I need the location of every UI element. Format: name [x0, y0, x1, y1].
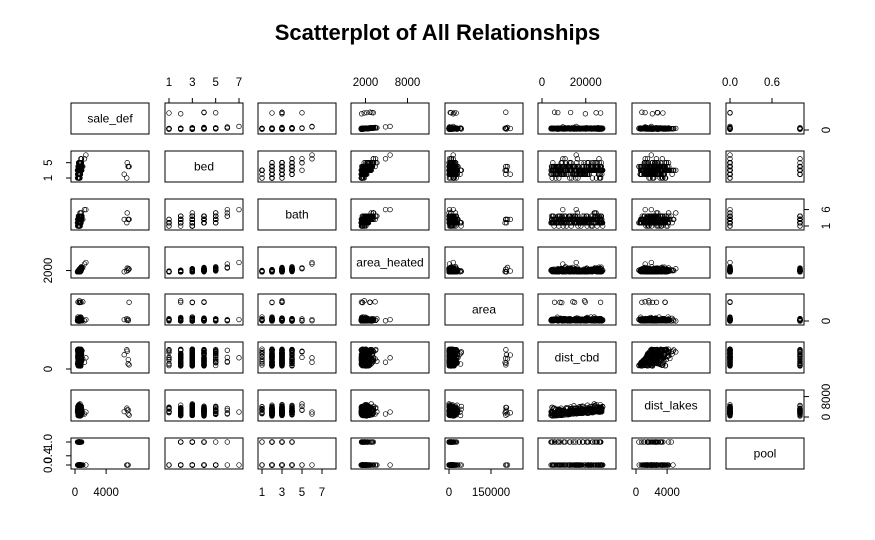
- panel-sale_def-vs-bed: [164, 102, 244, 135]
- panel-bath-vs-sale_def: [70, 198, 150, 231]
- data-point: [224, 125, 230, 131]
- variable-label-bath: bath: [285, 208, 308, 222]
- panel-sale_def-vs-sale_def: sale_def: [70, 102, 150, 135]
- data-point: [660, 110, 666, 116]
- panel-bed-vs-sale_def: [70, 150, 150, 183]
- data-point: [166, 125, 172, 132]
- data-point: [213, 125, 219, 131]
- data-point: [382, 206, 389, 213]
- data-point: [201, 126, 207, 132]
- data-point: [507, 171, 513, 177]
- panel-bed-vs-bath: [257, 150, 337, 183]
- data-point: [387, 152, 393, 158]
- data-point: [648, 152, 654, 158]
- data-point: [236, 206, 242, 213]
- panel-bed-vs-dist_cbd: [537, 150, 617, 183]
- data-point: [503, 109, 509, 115]
- data-point: [279, 109, 285, 115]
- data-point: [121, 171, 127, 177]
- panel-bed-vs-area: [444, 150, 524, 183]
- panel-bed-vs-bed: bed: [164, 150, 244, 183]
- data-point: [213, 213, 219, 219]
- panel-sale_def-vs-area_heated: [350, 102, 430, 135]
- data-point: [551, 109, 558, 115]
- data-point: [166, 220, 172, 226]
- data-point: [382, 156, 389, 162]
- data-point: [201, 109, 207, 115]
- data-point: [299, 167, 305, 173]
- data-point: [224, 210, 230, 216]
- panel-bath-vs-area_heated: [350, 198, 430, 231]
- data-point: [299, 125, 305, 131]
- chart-title: Scatterplot of All Relationships: [274, 20, 601, 45]
- data-point: [387, 206, 393, 213]
- panel-sale_def-vs-area: [444, 102, 524, 135]
- data-point: [236, 123, 242, 130]
- data-point: [309, 124, 315, 130]
- panel-sale_def-vs-dist_lakes: [631, 102, 711, 135]
- data-point: [382, 124, 389, 130]
- data-point: [189, 213, 195, 219]
- data-point: [593, 110, 599, 116]
- data-point: [166, 110, 172, 116]
- panel-sale_def-vs-pool: [725, 102, 805, 135]
- data-point: [124, 210, 130, 216]
- data-point: [189, 220, 195, 226]
- data-point: [269, 110, 275, 116]
- panel-bed-vs-pool: [725, 150, 805, 183]
- data-point: [567, 109, 574, 116]
- variable-label-bed: bed: [194, 160, 214, 174]
- data-point: [201, 220, 207, 226]
- data-point: [178, 125, 184, 132]
- data-point: [649, 111, 656, 117]
- data-point: [358, 111, 365, 117]
- data-point: [597, 110, 604, 116]
- data-point: [387, 123, 393, 130]
- panel-bed-vs-dist_lakes: [631, 150, 711, 183]
- data-point: [178, 111, 184, 117]
- data-point: [639, 109, 645, 115]
- data-point: [582, 111, 589, 117]
- panel-sale_def-vs-bath: [257, 102, 337, 135]
- panel-bath-vs-bed: [164, 198, 244, 231]
- data-point: [178, 216, 184, 223]
- panel-sale_def-vs-dist_cbd: [537, 102, 617, 135]
- data-point: [213, 110, 219, 116]
- panel-bed-vs-area_heated: [350, 150, 430, 183]
- data-point: [189, 125, 195, 131]
- panel-bath-vs-bath: bath: [257, 198, 337, 231]
- variable-label-sale_def: sale_def: [87, 112, 133, 126]
- data-point: [299, 110, 305, 116]
- panel-bath-vs-area: [444, 198, 524, 231]
